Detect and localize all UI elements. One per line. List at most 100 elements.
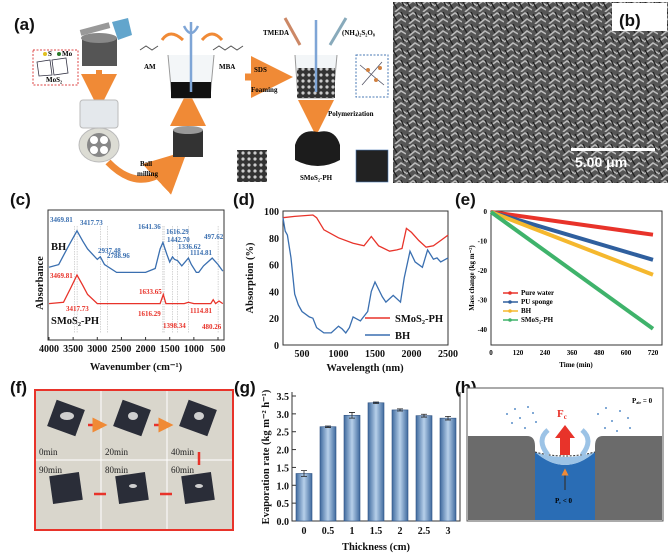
plot-frame — [490, 210, 663, 346]
polymer-network-inset — [355, 54, 389, 98]
y-tick-label: 0.5 — [277, 499, 290, 510]
am-label: AM — [144, 63, 156, 71]
annotation-smos2: 3417.73 — [66, 305, 89, 313]
bar — [439, 417, 457, 522]
x-tick-label: 500 — [211, 344, 226, 355]
capillary-force-arrow — [555, 425, 575, 455]
solid-right — [595, 436, 662, 520]
annotation-smos2: 1633.65 — [139, 288, 162, 296]
annotation-smos2: 1114.81 — [190, 307, 212, 315]
legend-marker — [508, 318, 512, 322]
x-tick-label: 3500 — [63, 344, 83, 355]
error-bar — [301, 470, 307, 477]
y-tick-label: 100 — [264, 207, 279, 218]
panel-a-label: (a) — [14, 15, 35, 34]
sem-image — [393, 2, 668, 183]
ball-mill-icon — [79, 99, 119, 129]
x-axis-label: Wavelength (nm) — [326, 363, 404, 374]
y-axis-label: Evaporation rate (kg m⁻² h⁻¹) — [261, 389, 272, 524]
y-tick-label: -20 — [478, 267, 488, 275]
mo-atom-icon — [57, 52, 61, 56]
annotation-smos2: 1398.34 — [163, 322, 186, 330]
annotation-smos2: 3469.81 — [50, 272, 73, 280]
x-tick-label: 1000 — [184, 344, 204, 355]
x-tick-label: 1500 — [160, 344, 180, 355]
panel-f-photo-sequence: (f) 0min 20min 40min 90min 80min 60min — [10, 378, 234, 531]
annotation-bh: 2788.96 — [107, 252, 130, 260]
panel-a-schematic: (a) S Mo MoS₂ Ball milling AM MBA — [14, 15, 389, 195]
x-tick-label: 2500 — [438, 349, 458, 360]
x-tick-label: 600 — [621, 349, 632, 357]
time-label: 80min — [105, 465, 129, 475]
polymerization-label: Polymerization — [328, 110, 374, 118]
tmeda-label: TMEDA — [263, 29, 289, 37]
x-tick-label: 2.5 — [418, 526, 431, 537]
bar — [391, 409, 409, 522]
y-axis-label: Absorption (%) — [245, 242, 256, 313]
y-tick-label: 0 — [484, 208, 488, 216]
time-label: 20min — [105, 447, 129, 457]
x-tick-label: 720 — [648, 349, 659, 357]
y-tick-label: 1.5 — [277, 463, 290, 474]
x-axis-label: Wavenumber (cm⁻¹) — [90, 362, 183, 373]
annotation-smos2: 1616.29 — [138, 310, 161, 318]
annotation-bh: 2937.48 — [98, 247, 121, 255]
pour-beaker-icon — [112, 18, 132, 40]
vapor-molecules — [506, 406, 631, 432]
smos2-ph-foam-icon — [295, 131, 340, 166]
capillary-pressure-label: Pc < 0 — [555, 497, 573, 505]
bar — [367, 402, 385, 522]
vapor-arrow-left — [539, 428, 551, 457]
panel-b-sem: (b) 5.00 μm — [393, 2, 668, 183]
product-label: SMoS₂-PH — [300, 174, 333, 182]
water-droplet — [194, 412, 204, 420]
y-tick-label: 40 — [269, 287, 279, 298]
y-tick-label: 0 — [274, 341, 279, 352]
sem-inset-right — [355, 149, 389, 183]
annotation-smos2: 480.26 — [202, 323, 222, 331]
annotation-bh: 3469.81 — [50, 216, 73, 224]
panel-e-mass-change-chart: (e) Mass change (kg m⁻²) Time (min) 0 120… — [455, 190, 663, 369]
x-axis-label: Time (min) — [559, 361, 593, 369]
y-tick-label: 2.5 — [277, 428, 290, 439]
legend-marker — [508, 300, 512, 304]
x-tick-label: 480 — [594, 349, 605, 357]
foaming-label: Foaming — [251, 86, 278, 94]
x-tick-label: 1500 — [365, 349, 385, 360]
annotation-bh: 1641.36 — [138, 223, 161, 231]
series-line-3 — [489, 210, 655, 331]
bar — [295, 473, 313, 522]
time-label: 0min — [39, 447, 58, 457]
y-axis-label: Mass change (kg m⁻²) — [468, 245, 476, 311]
legend-label: BH — [521, 307, 532, 315]
annotation-bh: 1616.29 — [166, 228, 189, 236]
time-label: 60min — [171, 465, 195, 475]
annotation-bh: 3417.73 — [80, 219, 103, 227]
panel-d-absorption-chart: (d) Absorption (%) Wavelength (nm) 500 10… — [233, 190, 458, 374]
x-tick-label: 0 — [302, 526, 307, 537]
annotation-bh: 497.62 — [204, 233, 224, 241]
legend-label: BH — [395, 331, 410, 342]
y-tick-label: 80 — [269, 234, 279, 245]
x-tick-label: 2000 — [136, 344, 156, 355]
legend-s: S — [48, 50, 52, 58]
legend-marker — [508, 291, 512, 295]
series-line-1 — [282, 217, 449, 334]
error-bar — [397, 408, 403, 412]
panel-c-ftir-chart: (c) Absorbance Wavenumber (cm⁻¹) BH SMoS… — [10, 190, 226, 373]
dropper-tmeda-icon — [283, 17, 302, 46]
y-tick-label: -10 — [478, 238, 488, 246]
foam-sample — [115, 472, 149, 504]
water-droplet — [60, 412, 74, 420]
water-droplet — [128, 412, 138, 420]
sds-label: SDS — [254, 66, 267, 74]
water-droplet — [195, 484, 203, 488]
scale-bar-label: 5.00 μm — [575, 154, 627, 170]
annotation-bh: 1442.70 — [167, 236, 190, 244]
x-tick-label: 0 — [489, 349, 493, 357]
x-tick-label: 1 — [350, 526, 355, 537]
error-bar — [421, 413, 427, 418]
y-tick-label: 1.0 — [277, 481, 290, 492]
aps-label: (NH₄)₂S₂O₈ — [342, 29, 375, 37]
mos2-crystal-box — [32, 49, 79, 86]
